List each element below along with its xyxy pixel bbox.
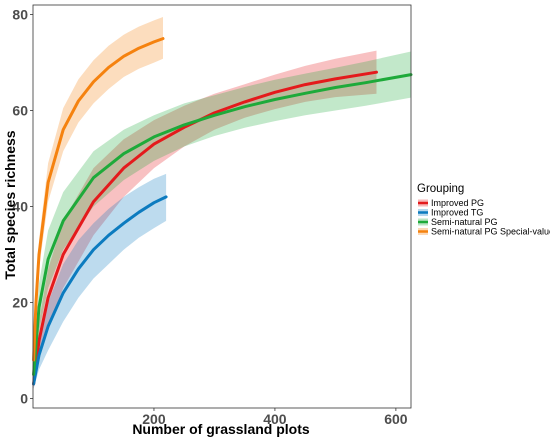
legend-label-improved-tg: Improved TG [431, 208, 483, 218]
legend-title: Grouping [417, 183, 464, 195]
band-semi-natural-pg [33, 51, 411, 380]
x-axis-ticks: 200 400 600 [142, 408, 408, 427]
line-improved-pg [32, 70, 378, 386]
legend-label-improved-pg: Improved PG [431, 198, 484, 208]
y-tick-label: 20 [12, 294, 28, 310]
band-improved-tg [33, 173, 167, 389]
line-semi-natural-pg [32, 73, 413, 376]
series-lines [32, 37, 413, 386]
x-tick-label: 600 [384, 411, 408, 427]
legend-label-semi-natural-pg-special-values: Semi-natural PG Special-values [431, 227, 550, 237]
y-axis-title: Total species richness [2, 130, 18, 279]
x-tick-label: 400 [263, 411, 287, 427]
legend-label-semi-natural-pg: Semi-natural PG [431, 217, 498, 227]
x-axis-title: Number of grassland plots [132, 421, 310, 437]
y-tick-label: 0 [20, 390, 28, 406]
band-semi-natural-pg-special-values [33, 17, 163, 365]
line-semi-natural-pg-special-values [32, 37, 165, 362]
y-tick-label: 60 [12, 103, 28, 119]
y-tick-label: 40 [12, 199, 28, 215]
line-improved-tg [32, 195, 168, 386]
x-tick-label: 200 [142, 411, 166, 427]
y-tick-label: 80 [12, 7, 28, 23]
y-axis-ticks: 0 20 40 60 80 [12, 7, 33, 406]
